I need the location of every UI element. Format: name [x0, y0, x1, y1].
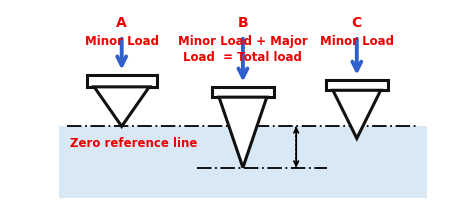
Text: C: C — [352, 16, 362, 30]
Text: A: A — [116, 16, 127, 30]
Text: Minor Load: Minor Load — [85, 35, 159, 48]
Text: Minor Load: Minor Load — [320, 35, 394, 48]
Polygon shape — [326, 80, 388, 90]
Polygon shape — [87, 75, 156, 87]
Polygon shape — [219, 97, 267, 167]
Polygon shape — [94, 87, 149, 126]
Polygon shape — [212, 87, 274, 97]
Text: B: B — [237, 16, 248, 30]
Polygon shape — [333, 90, 381, 138]
Text: Minor Load + Major
Load  = Total load: Minor Load + Major Load = Total load — [178, 35, 308, 64]
Text: Zero reference line: Zero reference line — [70, 137, 198, 150]
Bar — [59, 126, 427, 198]
